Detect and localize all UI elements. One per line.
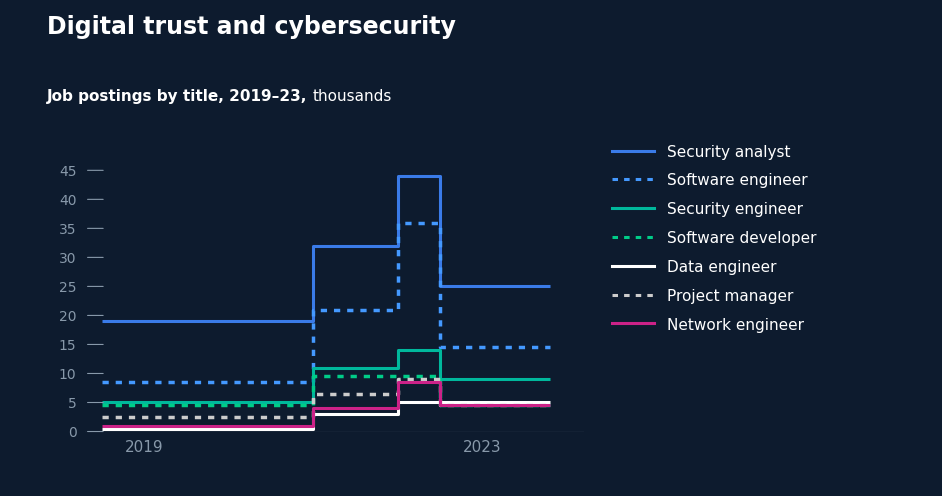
Legend: Security analyst, Software engineer, Security engineer, Software developer, Data: Security analyst, Software engineer, Sec…	[611, 144, 816, 332]
Text: Digital trust and cybersecurity: Digital trust and cybersecurity	[47, 15, 456, 39]
Text: Job postings by title, 2019–23,: Job postings by title, 2019–23,	[47, 89, 313, 104]
Text: thousands: thousands	[313, 89, 392, 104]
